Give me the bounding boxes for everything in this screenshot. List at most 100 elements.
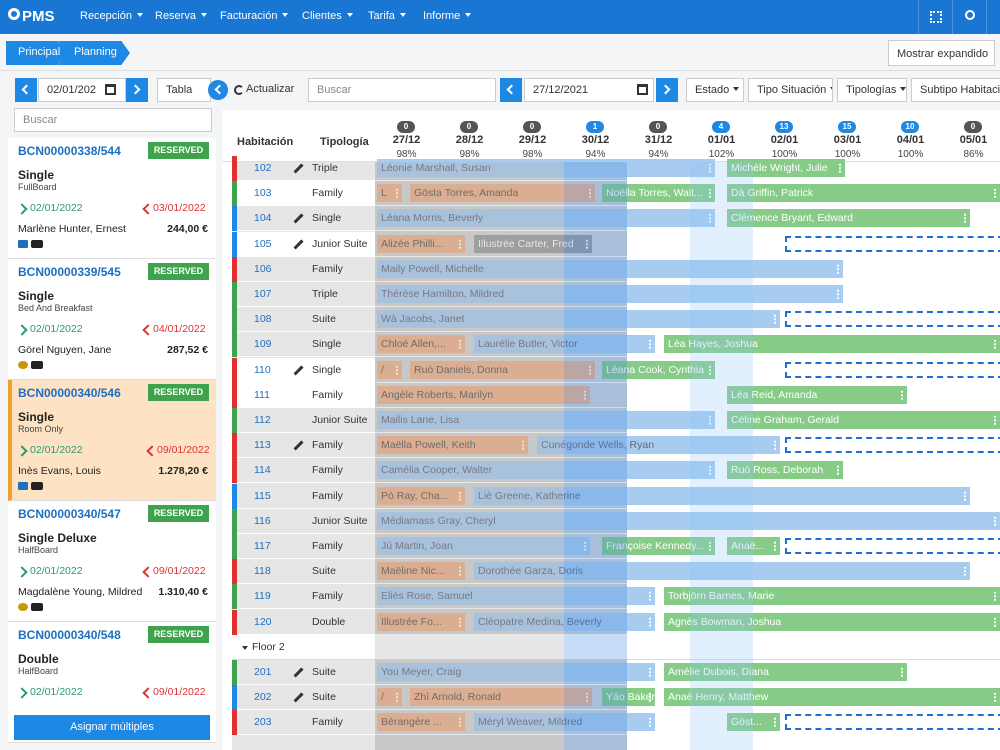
breadcrumb[interactable]: Planning [58,41,130,65]
booking[interactable]: Illustrée Fo... [377,612,465,631]
booking[interactable]: L [377,184,402,203]
booking[interactable]: Clémence Bryant, Edward [727,209,970,228]
booking[interactable]: Ruò Ross, Deborah [727,461,843,480]
date-input[interactable]: 02/01/202 [38,78,126,102]
booking[interactable]: Illustrée Carter, Fred [474,234,592,253]
filter-dropdown[interactable]: Estado [686,78,744,102]
booking[interactable]: Laurélie Butler, Victor [474,335,655,354]
room-number[interactable]: 119 [254,590,271,603]
booking[interactable]: Ruò Daniels, Donna [410,360,595,379]
next-day[interactable] [126,78,148,102]
range-date[interactable]: 27/12/2021 [524,78,654,102]
room-number[interactable]: 111 [254,388,270,401]
prev-range[interactable] [500,78,522,102]
booking[interactable]: Léa Reid, Amanda [727,385,907,404]
booking[interactable]: Mailis Lane, Lisa [377,411,715,429]
booking[interactable]: Léa Hayes, Joshua [664,335,1000,354]
reservation-card[interactable]: BCN00000339/545 RESERVED Single Bed And Bre… [8,259,216,380]
booking[interactable]: Françoise Kennedy... [602,537,715,555]
booking[interactable]: Cunégonde Wells, Ryan [537,436,780,455]
booking[interactable]: / [377,360,402,379]
filter-dropdown[interactable]: Tipo Situación [748,78,833,102]
booking[interactable]: Liè Greene, Katherine [474,486,970,505]
booking[interactable]: Gösta Torres, Amanda [410,184,595,203]
booking[interactable]: Anaé Henry, Matthew [664,688,1000,707]
booking[interactable]: Amélie Dubois, Diana [664,663,907,681]
room-number[interactable]: 110 [254,363,271,376]
room-number[interactable]: 109 [254,338,272,351]
booking[interactable]: Yáo Baker, Martha [602,688,655,707]
booking[interactable]: You Meyer, Craig [377,663,655,681]
booking[interactable]: Léonie Marshall, Susan [377,159,715,177]
assign-button[interactable]: Asignar múltiples [14,715,210,740]
booking[interactable]: Méryl Weaver, Mildred [474,713,655,732]
breadcrumb[interactable]: Principal [6,41,66,65]
booking[interactable]: Torbjörn Barnes, Marie [664,587,1000,606]
booking[interactable]: Chloé Allen,... [377,335,465,354]
booking[interactable]: Thérèse Hamilton, Mildred [377,285,843,303]
nav-item[interactable]: Recepción [80,10,143,22]
booking[interactable]: Alizée Philli... [377,234,465,253]
reservation-card[interactable]: BCN00000338/544 RESERVED Single FullBoard 02… [8,138,216,259]
nav-item[interactable]: Facturación [220,10,288,22]
booking[interactable]: Angèle Roberts, Marilyn [377,385,590,404]
filter-dropdown[interactable]: Subtipo Habitació [911,78,1000,102]
room-number[interactable]: 106 [254,262,272,275]
nav-item[interactable]: Informe [423,10,471,22]
refresh-button[interactable]: Actualizar [246,83,295,95]
room-number[interactable]: 114 [254,464,271,477]
booking[interactable]: Eliès Rose, Samuel [377,587,655,606]
room-number[interactable]: 104 [254,212,272,225]
booking[interactable]: / [377,688,402,707]
booking[interactable]: Anaë... [727,537,780,555]
room-number[interactable]: 116 [254,514,271,527]
booking[interactable]: Céline Graham, Gerald [727,411,1000,429]
search-button[interactable] [952,0,986,34]
room-number[interactable]: 115 [254,489,271,502]
booking[interactable]: Cléopatre Medina, Beverly [474,612,655,631]
booking[interactable]: Dorothée Garza, Doris [474,562,970,581]
room-number[interactable]: 107 [254,288,272,300]
booking[interactable]: Maily Powell, Michelle [377,259,843,278]
booking[interactable]: Maëlla Powell, Keith [377,436,528,455]
sidebar-search[interactable]: Buscar [14,108,212,132]
room-number[interactable]: 203 [254,716,272,729]
booking[interactable]: Göst... [727,713,780,732]
room-number[interactable]: 113 [254,439,271,452]
nav-item[interactable]: Tarifa [368,10,406,22]
booking[interactable]: Léana Morris, Beverly [377,209,715,228]
room-number[interactable]: 105 [254,237,272,250]
nav-item[interactable]: Clientes [302,10,353,22]
room-number[interactable]: 201 [254,666,272,678]
planning-search[interactable]: Buscar [308,78,496,102]
booking[interactable]: Médiamass Gray, Cheryl [377,511,1000,530]
room-number[interactable]: 117 [254,540,271,552]
room-number[interactable]: 118 [254,565,271,578]
booking[interactable]: Camélia Cooper, Walter [377,461,715,480]
booking[interactable]: Michèle Wright, Julie [727,159,845,177]
booking[interactable]: Bérangère ... [377,713,465,732]
reservation-card[interactable]: BCN00000340/547 RESERVED Single Deluxe Half… [8,501,216,622]
booking[interactable]: Pò Ray, Cha... [377,486,465,505]
expand-button[interactable]: Mostrar expandido [888,40,995,66]
fullscreen-button[interactable] [918,0,952,34]
more-button[interactable] [986,0,1000,34]
reservation-card[interactable]: BCN00000340/546 RESERVED Single Room Only 02… [8,380,216,501]
booking[interactable]: Wà Jacobs, Janet [377,310,780,329]
booking[interactable]: Agnès Bowman, Joshua [664,612,1000,631]
booking[interactable]: Zhì Arnold, Ronald [410,688,592,707]
filter-dropdown[interactable]: Tipologías [837,78,907,102]
room-number[interactable]: 102 [254,162,272,174]
room-number[interactable]: 108 [254,313,272,326]
room-number[interactable]: 103 [254,187,272,200]
booking[interactable]: Dà Griffin, Patrick [727,184,1000,203]
booking[interactable]: Jú Martin, Joan [377,537,590,555]
view-toggle[interactable]: Tabla [157,78,211,102]
room-number[interactable]: 120 [254,615,272,628]
prev-day[interactable] [15,78,37,102]
next-range[interactable] [656,78,678,102]
booking[interactable]: Maëline Nic... [377,562,465,581]
booking[interactable]: Noëlla Torres, Walt... [602,184,715,203]
nav-item[interactable]: Reserva [155,10,207,22]
booking[interactable]: Léana Cook, Cynthia [602,360,715,379]
